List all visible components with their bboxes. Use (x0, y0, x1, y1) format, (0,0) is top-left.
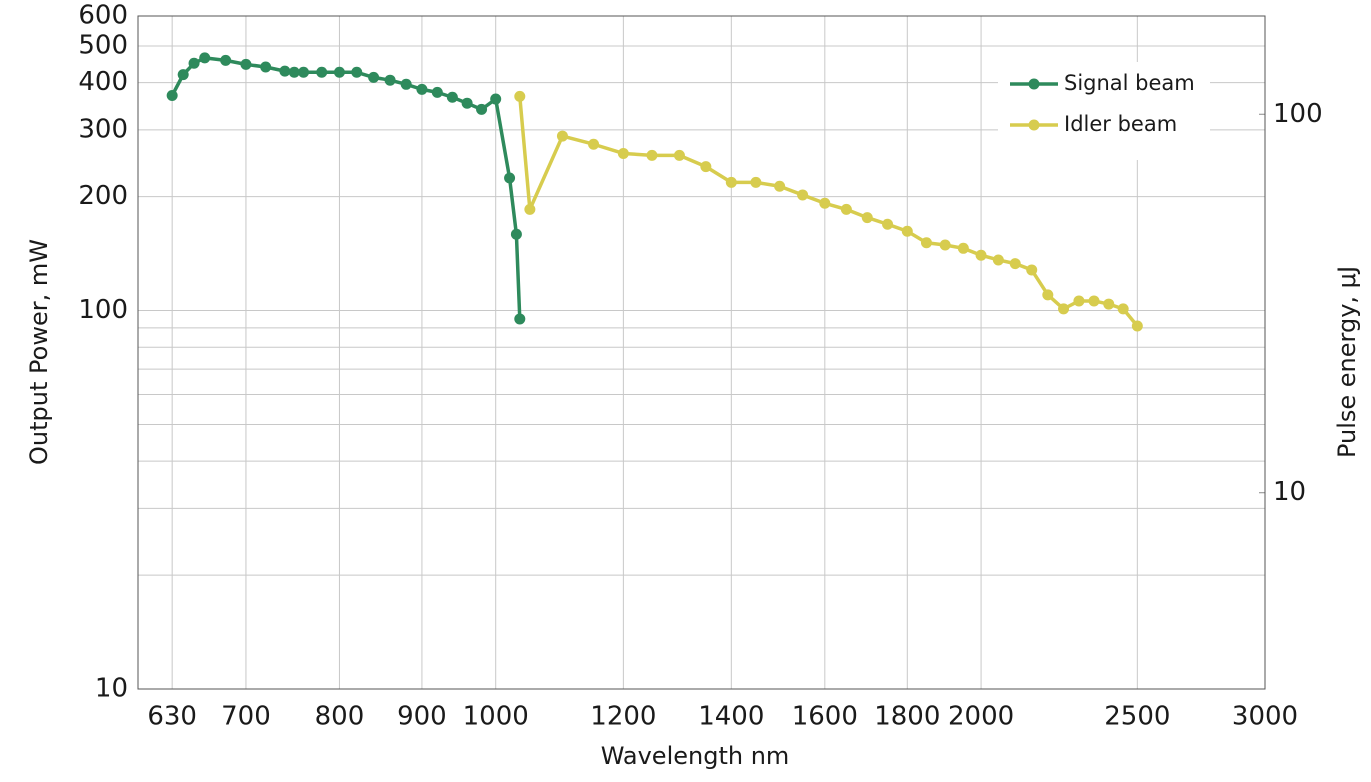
data-point (920, 237, 932, 249)
data-point (446, 91, 458, 103)
data-point (1103, 298, 1115, 310)
y2-tick-label: 10 (1273, 477, 1306, 507)
data-point (490, 93, 502, 105)
data-point (588, 138, 600, 150)
legend-background (998, 62, 1210, 160)
data-point (298, 66, 310, 78)
x-tick-label: 800 (315, 702, 365, 732)
y2-axis-label: Pulse energy, μJ (1333, 266, 1361, 458)
data-point (725, 176, 737, 188)
data-point (819, 197, 831, 209)
x-tick-label: 1600 (792, 702, 858, 732)
x-tick-label: 1000 (463, 702, 529, 732)
data-point (384, 74, 396, 86)
data-point (1131, 320, 1143, 332)
y2-tick-label: 100 (1273, 99, 1323, 129)
x-tick-label: 700 (221, 702, 271, 732)
data-point (1117, 303, 1129, 315)
x-tick-label: 1800 (874, 702, 940, 732)
series-line (170, 56, 522, 320)
data-point (1058, 303, 1070, 315)
data-point (797, 189, 809, 201)
data-point (957, 242, 969, 254)
x-tick-label: 3000 (1232, 702, 1298, 732)
x-tick-label: 2000 (948, 702, 1014, 732)
legend-marker (1028, 119, 1040, 131)
data-point (510, 228, 522, 240)
data-point (1073, 295, 1085, 307)
legend-label: Signal beam (1064, 71, 1195, 95)
data-point (1042, 289, 1054, 301)
x-tick-label: 1400 (698, 702, 764, 732)
data-point (1026, 264, 1038, 276)
data-point (400, 78, 412, 90)
data-point (1009, 258, 1021, 270)
data-point (279, 65, 291, 77)
data-point (177, 69, 189, 81)
data-point (288, 66, 300, 78)
data-point (673, 149, 685, 161)
data-point (188, 57, 200, 69)
legend-label: Idler beam (1064, 112, 1177, 136)
legend-marker (1028, 78, 1040, 90)
data-point (368, 71, 380, 83)
data-point (240, 58, 252, 70)
data-point (646, 149, 658, 161)
y-tick-label: 600 (78, 1, 128, 31)
y-tick-label: 10 (95, 674, 128, 704)
data-point (166, 89, 178, 101)
y-tick-label: 100 (78, 295, 128, 325)
x-axis-label: Wavelength nm (601, 742, 790, 770)
data-point (416, 83, 428, 95)
data-point (939, 239, 951, 251)
data-point (617, 147, 629, 159)
legend: Signal beam Idler beam (998, 62, 1210, 160)
data-point (840, 203, 852, 215)
plot-frame (137, 15, 1266, 690)
data-point (556, 130, 568, 142)
x-tick-label: 2500 (1104, 702, 1170, 732)
x-tick-label: 1200 (590, 702, 656, 732)
data-point (431, 86, 443, 98)
data-point (316, 66, 328, 78)
data-point (199, 52, 211, 64)
y-tick-label: 300 (78, 114, 128, 144)
data-point (461, 97, 473, 109)
data-point (514, 313, 526, 325)
grid (138, 15, 1266, 690)
y-tick-label: 500 (78, 30, 128, 60)
y-tick-label: 200 (78, 181, 128, 211)
data-point (514, 90, 526, 102)
data-point (901, 225, 913, 237)
data-point (1088, 295, 1100, 307)
x-tick-label: 630 (147, 702, 197, 732)
y-axis-label: Output Power, mW (25, 239, 53, 465)
data-point (351, 66, 363, 78)
data-point (504, 172, 516, 184)
data-point (882, 218, 894, 230)
data-point (220, 54, 232, 66)
x-tick-label: 900 (397, 702, 447, 732)
data-point (774, 180, 786, 192)
data-point (700, 161, 712, 173)
data-point (975, 249, 987, 261)
data-point (992, 254, 1004, 266)
data-point (333, 66, 345, 78)
data-point (750, 176, 762, 188)
data-point (861, 212, 873, 224)
y-tick-label: 400 (78, 67, 128, 97)
data-point (476, 103, 488, 115)
data-point (524, 203, 536, 215)
data-point (260, 61, 272, 73)
